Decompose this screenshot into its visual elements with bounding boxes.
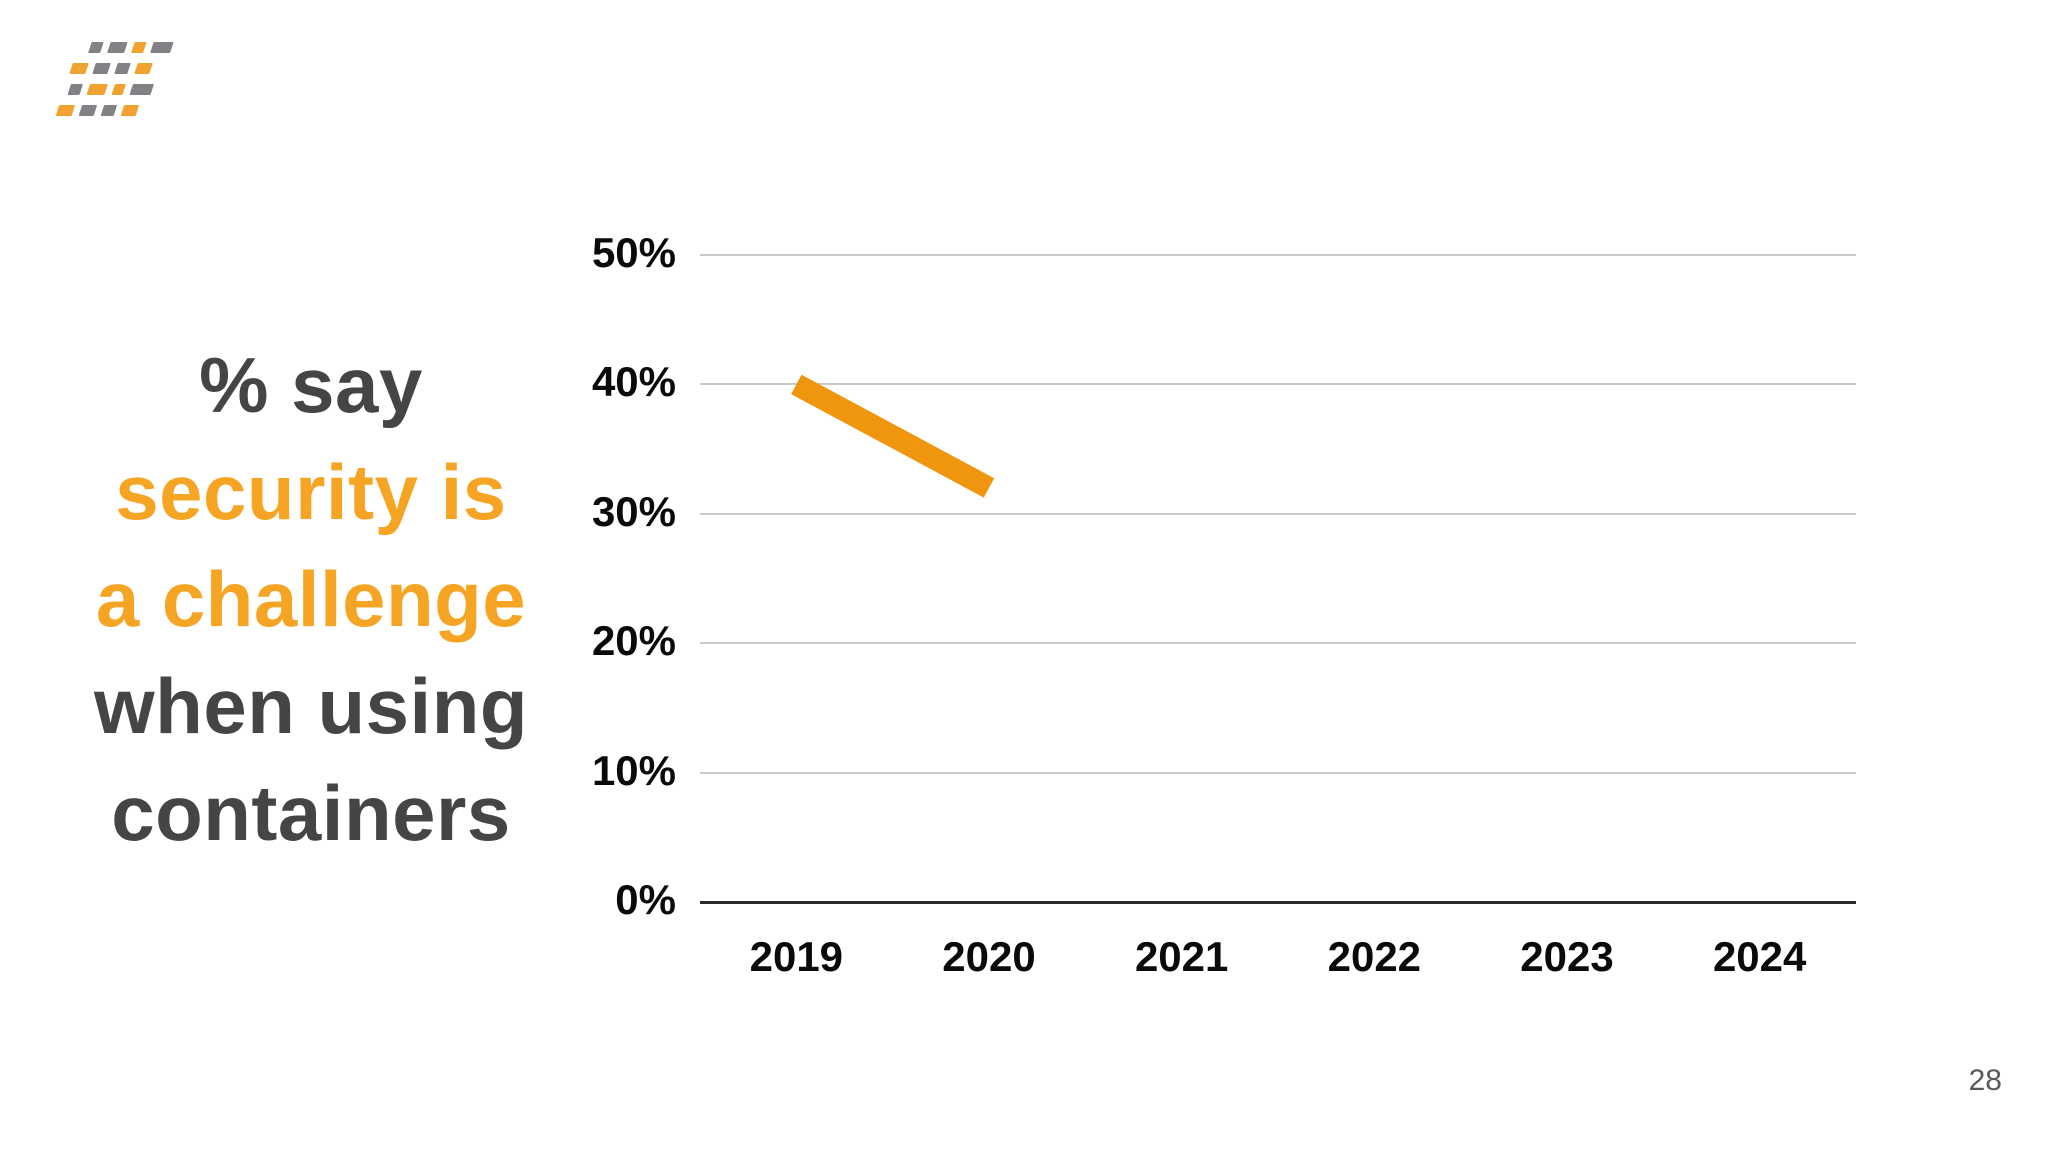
gridline-20 bbox=[700, 642, 1856, 645]
title-line-3: a challenge bbox=[95, 555, 527, 643]
gridline-40 bbox=[700, 383, 1856, 386]
title-line-1: % say bbox=[199, 341, 423, 429]
y-tick-label-20: 20% bbox=[591, 617, 676, 665]
y-tick-label-50: 50% bbox=[591, 229, 676, 276]
title-line-4: when using bbox=[94, 662, 528, 750]
y-tick-label-30: 30% bbox=[591, 487, 676, 535]
x-tick-label-2024: 2024 bbox=[1712, 933, 1807, 980]
y-tick-label-10: 10% bbox=[591, 746, 676, 794]
x-tick-label-2019: 2019 bbox=[749, 933, 844, 980]
x-tick-label-2022: 2022 bbox=[1327, 933, 1422, 980]
x-tick-label-2021: 2021 bbox=[1134, 933, 1229, 980]
slide-title: % say security is a challenge when using… bbox=[78, 332, 544, 867]
gridline-50 bbox=[700, 254, 1856, 256]
page-number: 28 bbox=[1968, 1064, 2002, 1097]
y-tick-label-0: 0% bbox=[615, 876, 676, 923]
x-tick-label-2023: 2023 bbox=[1520, 933, 1614, 980]
y-tick-label-40: 40% bbox=[591, 358, 676, 406]
title-line-2: security is bbox=[115, 448, 507, 536]
gridline-30 bbox=[700, 512, 1856, 515]
chart-series-layer bbox=[791, 374, 995, 498]
series-line bbox=[791, 374, 995, 498]
gridline-10 bbox=[700, 771, 1856, 774]
title-line-5: containers bbox=[111, 769, 511, 857]
x-axis-line bbox=[700, 901, 1856, 904]
x-tick-label-2020: 2020 bbox=[942, 933, 1036, 980]
